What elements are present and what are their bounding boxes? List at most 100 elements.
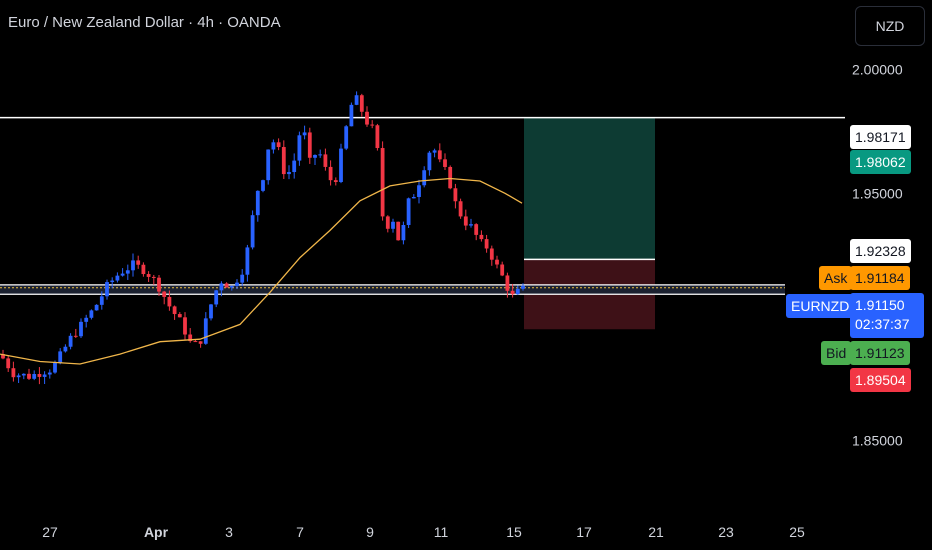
- candle-up: [271, 142, 276, 150]
- candle-up: [32, 374, 37, 379]
- candle-down: [489, 248, 494, 260]
- candle-up: [125, 270, 130, 274]
- candle-up: [110, 280, 115, 283]
- candle-down: [136, 260, 141, 265]
- date-tick-label: 9: [366, 524, 374, 540]
- ask-price-tag: 1.91184: [850, 266, 910, 290]
- candle-down: [37, 374, 42, 377]
- candle-down: [162, 291, 167, 297]
- candle-down: [328, 166, 333, 181]
- candle-up: [250, 215, 255, 248]
- candle-down: [73, 335, 78, 337]
- candle-up: [297, 135, 302, 161]
- price-tick-label: 1.85000: [852, 433, 903, 449]
- candle-up: [214, 290, 219, 305]
- candle-down: [458, 201, 463, 217]
- candle-down: [1, 354, 5, 359]
- candle-down: [500, 264, 505, 276]
- candle-up: [302, 132, 307, 136]
- candle-up: [344, 126, 349, 149]
- candle-down: [437, 150, 442, 160]
- candle-up: [58, 351, 63, 363]
- support-band: [0, 284, 785, 295]
- date-tick-label: Apr: [144, 524, 169, 540]
- candle-up: [391, 221, 395, 229]
- candle-up: [99, 296, 104, 305]
- candle-up: [313, 154, 317, 158]
- price-tick-label: 1.95000: [852, 185, 903, 201]
- candle-up: [229, 285, 234, 288]
- last-price: 1.91150: [855, 297, 905, 313]
- candle-down: [510, 290, 515, 295]
- stop-price-tag: 1.89504: [850, 368, 911, 392]
- candle-down: [141, 264, 146, 275]
- candle-down: [448, 166, 453, 189]
- candle-up: [219, 283, 224, 291]
- candle-down: [27, 373, 31, 379]
- candle-up: [209, 304, 213, 319]
- candle-up: [521, 285, 525, 289]
- candle-up: [21, 373, 26, 376]
- entry-price-tag: 1.92328: [850, 239, 911, 263]
- candle-up: [89, 310, 94, 318]
- candle-down: [505, 275, 510, 291]
- candle-up: [401, 225, 406, 241]
- target-price-tag: 1.98062: [850, 150, 911, 174]
- date-tick-label: 21: [648, 524, 664, 540]
- candle-up: [261, 180, 265, 191]
- date-tick-label: 27: [42, 524, 58, 540]
- candle-up: [47, 372, 52, 375]
- candle-down: [167, 296, 172, 307]
- date-tick-label: 25: [789, 524, 805, 540]
- candle-up: [354, 95, 359, 105]
- candle-down: [276, 142, 281, 148]
- candle-up: [245, 247, 250, 275]
- date-tick-label: 15: [506, 524, 522, 540]
- candle-down: [385, 216, 390, 229]
- date-tick-label: 17: [576, 524, 592, 540]
- candle-down: [495, 259, 499, 265]
- candle-up: [131, 260, 135, 271]
- candle-up: [16, 375, 21, 378]
- candle-up: [105, 282, 109, 297]
- candle-down: [188, 334, 193, 342]
- symbol-label: EURNZD: [786, 294, 855, 318]
- date-tick-label: 7: [296, 524, 304, 540]
- candle-up: [68, 335, 73, 347]
- candle-up: [422, 170, 427, 186]
- last-price-box: 1.91150 02:37:37: [850, 293, 924, 338]
- candle-down: [375, 125, 380, 149]
- chart-title: Euro / New Zealand Dollar · 4h · OANDA: [8, 14, 281, 31]
- candle-down: [484, 239, 489, 249]
- candle-down: [474, 224, 479, 235]
- candle-up: [94, 304, 99, 311]
- candle-up: [115, 275, 120, 281]
- candle-down: [365, 111, 369, 125]
- candle-down: [443, 159, 447, 167]
- price-tick-label: 2.00000: [852, 62, 903, 78]
- resistance-price-tag: 1.98171: [850, 125, 911, 149]
- candle-up: [406, 198, 411, 226]
- candle-up: [84, 317, 89, 322]
- moving-average-line: [0, 177, 523, 365]
- candle-down: [479, 234, 484, 240]
- candle-down: [370, 124, 375, 126]
- bid-price-tag: 1.91123: [850, 341, 910, 365]
- candle-up: [240, 274, 245, 283]
- candle-down: [281, 147, 286, 175]
- date-tick-label: 23: [718, 524, 734, 540]
- profit-zone: [524, 117, 655, 260]
- candle-down: [359, 95, 364, 112]
- ask-label: Ask: [819, 266, 853, 290]
- candle-up: [411, 196, 416, 199]
- candle-down: [177, 314, 182, 318]
- currency-button[interactable]: NZD: [855, 6, 925, 46]
- candle-up: [120, 273, 125, 276]
- candle-down: [323, 154, 328, 167]
- candle-down: [380, 148, 385, 217]
- candle-up: [417, 185, 421, 197]
- date-tick-label: 3: [225, 524, 233, 540]
- candle-up: [79, 321, 83, 337]
